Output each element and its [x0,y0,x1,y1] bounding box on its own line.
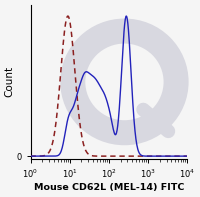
X-axis label: Mouse CD62L (MEL-14) FITC: Mouse CD62L (MEL-14) FITC [34,183,184,192]
Y-axis label: Count: Count [5,66,15,98]
